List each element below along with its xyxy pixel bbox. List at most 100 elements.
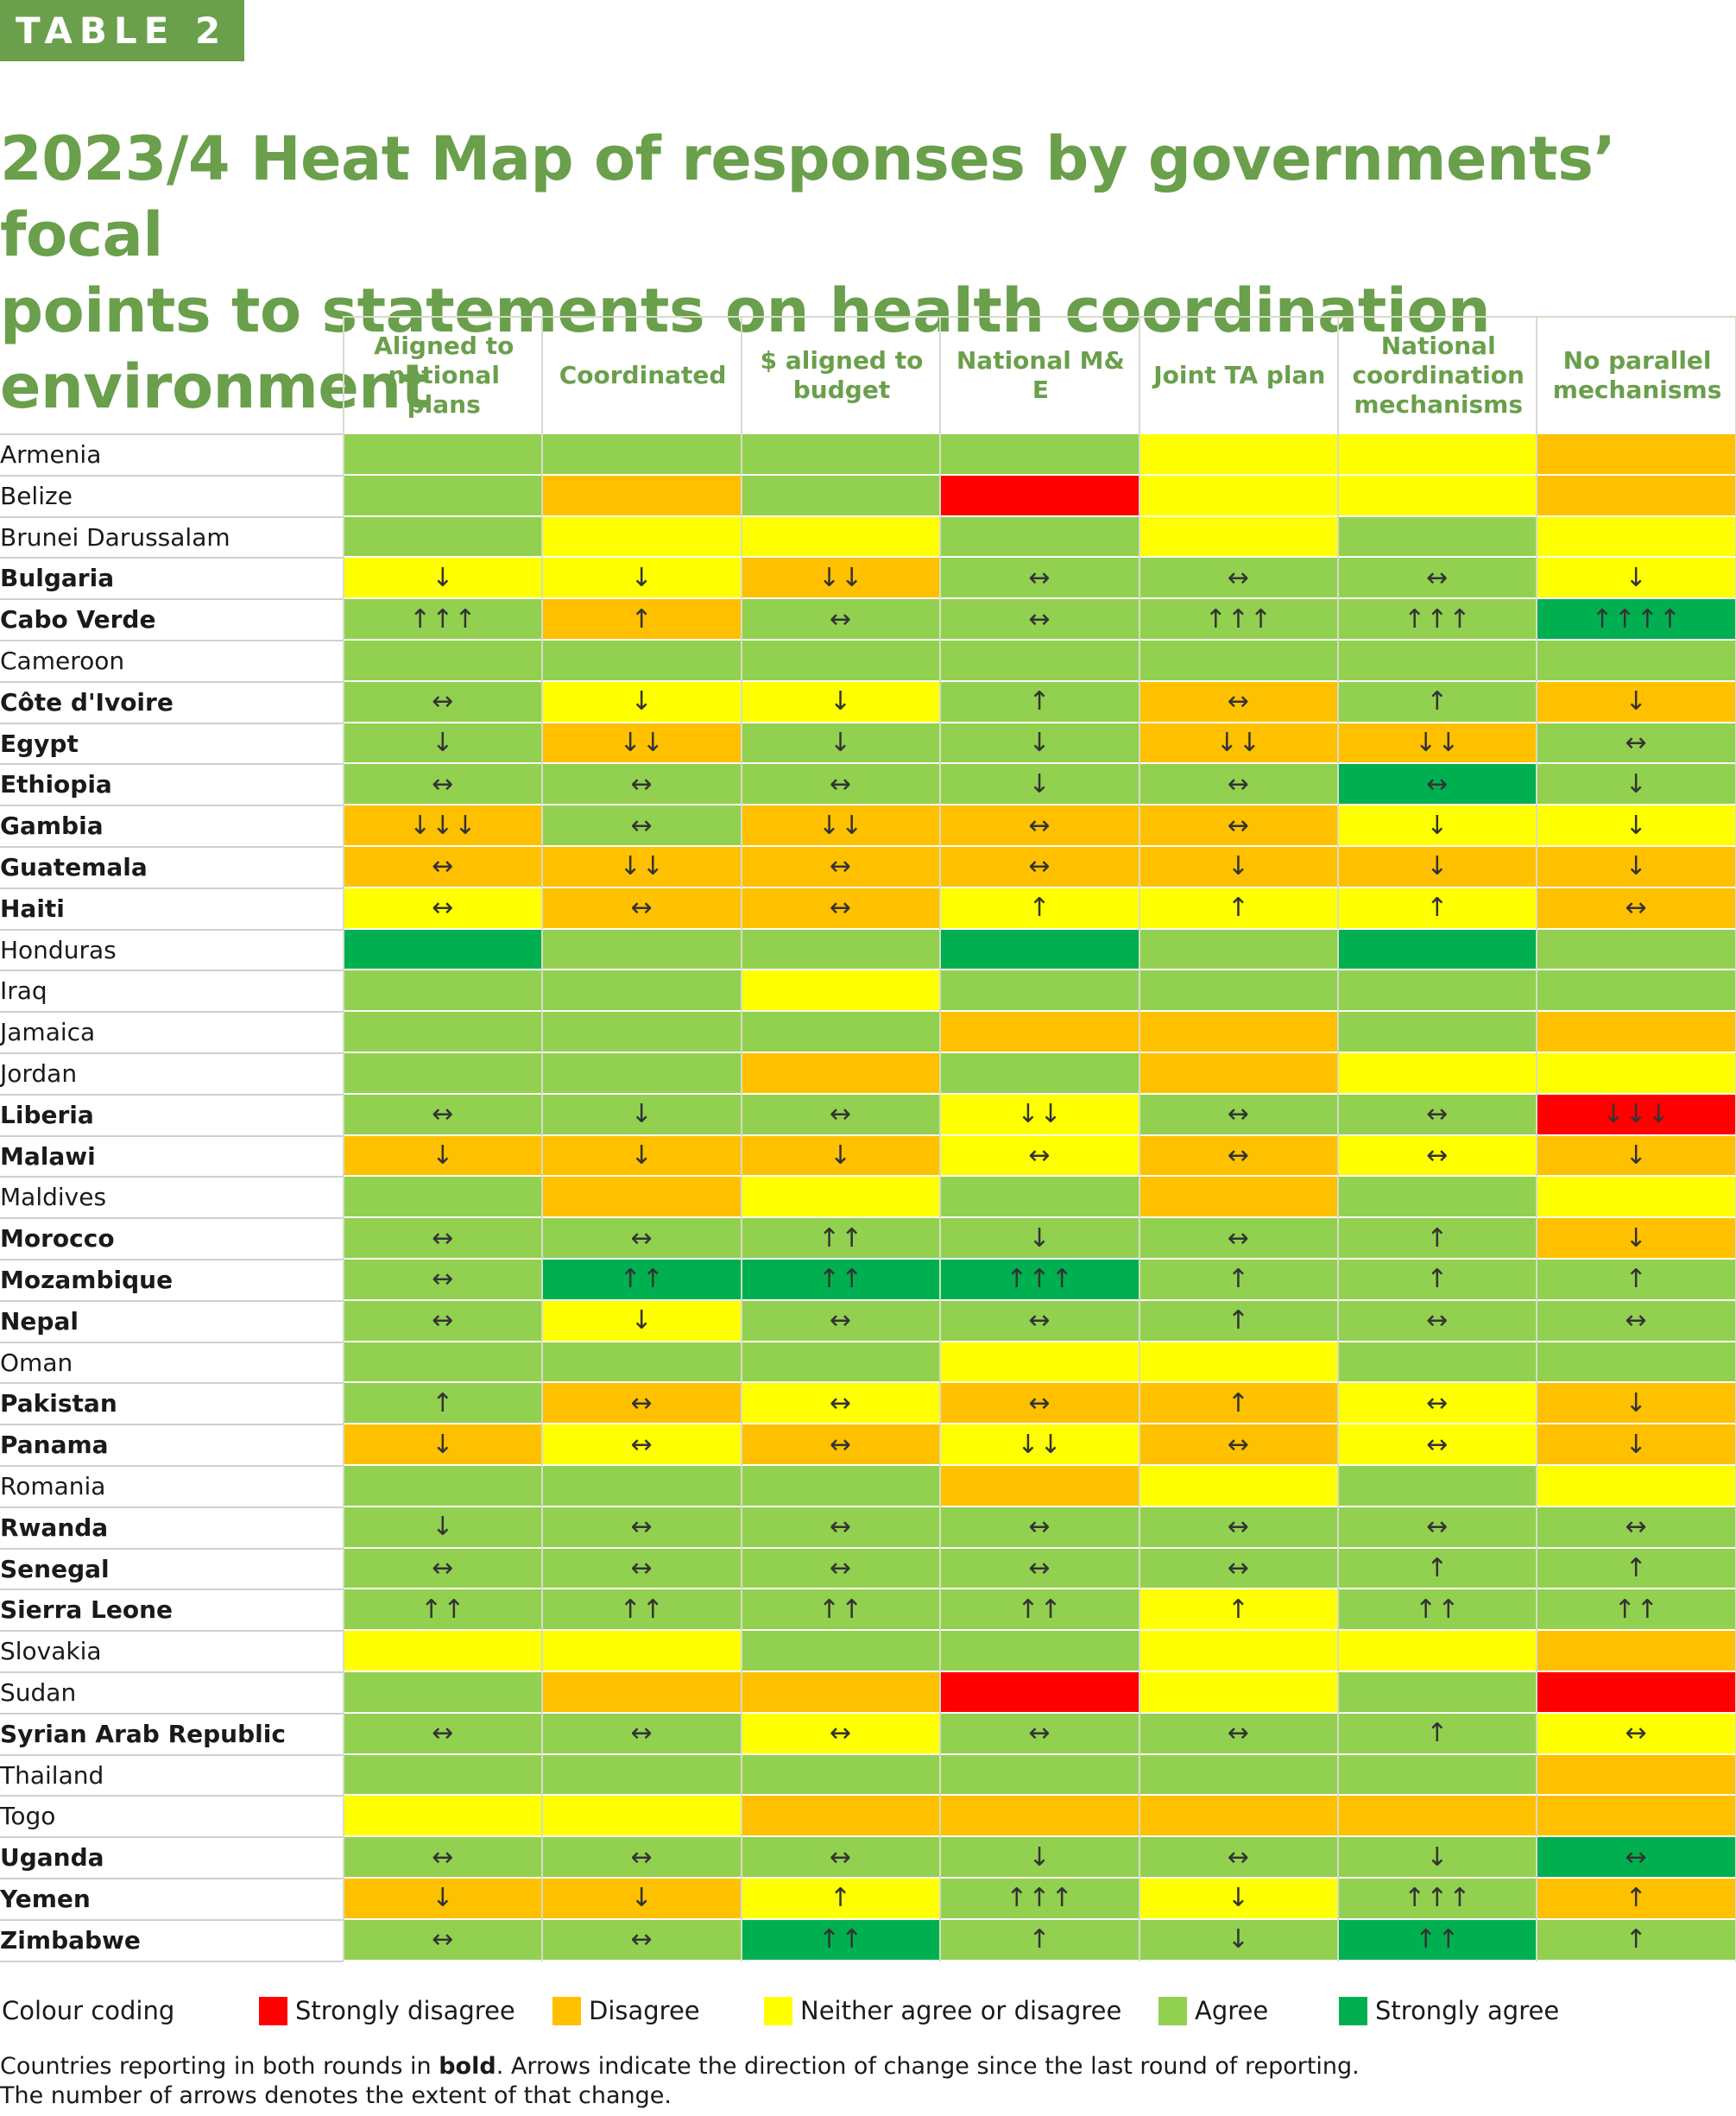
heatmap-cell: ↔ bbox=[543, 887, 741, 928]
change-arrow: ↑ bbox=[1625, 1264, 1648, 1295]
change-arrow: ↔ bbox=[1227, 1140, 1250, 1171]
heatmap-cell bbox=[543, 1012, 741, 1052]
change-arrow: ↔ bbox=[1028, 1512, 1051, 1543]
heatmap-cell: ↓ bbox=[1339, 805, 1537, 845]
heatmap-cell bbox=[1339, 1796, 1537, 1836]
footnote-bold: bold bbox=[439, 2053, 496, 2080]
heatmap-cell: ↔ bbox=[742, 887, 940, 928]
heatmap-cell: ↓ bbox=[1339, 847, 1537, 887]
heatmap-cell: ↓ bbox=[344, 723, 542, 763]
heatmap-cell bbox=[941, 1012, 1139, 1052]
heatmap-cell: ↔ bbox=[941, 805, 1139, 845]
heatmap-cell: ↑↑↑ bbox=[1139, 599, 1337, 639]
heatmap-cell bbox=[941, 1796, 1139, 1836]
column-header: Joint TA plan bbox=[1153, 360, 1326, 389]
change-arrow: ↓ bbox=[829, 727, 853, 758]
heatmap-cell: ↔ bbox=[1139, 1506, 1337, 1547]
column-separator bbox=[740, 316, 742, 1961]
change-arrow: ↓ bbox=[1028, 1222, 1051, 1254]
change-arrow: ↑ bbox=[1426, 1264, 1449, 1295]
change-arrow: ↑ bbox=[1426, 686, 1449, 717]
heatmap-cell: ↔ bbox=[1139, 681, 1337, 722]
row-rule bbox=[0, 805, 343, 807]
row-rule bbox=[0, 1259, 343, 1260]
change-arrow: ↓ bbox=[630, 1099, 653, 1130]
row-rule bbox=[0, 1795, 343, 1797]
change-arrow: ↑↑ bbox=[1017, 1594, 1063, 1625]
heatmap-cell bbox=[742, 1053, 940, 1093]
change-arrow: ↔ bbox=[829, 1099, 853, 1130]
heatmap-cell bbox=[1139, 1177, 1337, 1217]
country-label: Belize bbox=[0, 481, 73, 510]
column-separator bbox=[939, 316, 942, 1961]
heatmap-cell bbox=[941, 641, 1139, 680]
header-top-rule bbox=[343, 316, 1736, 318]
change-arrow: ↑ bbox=[1426, 1718, 1449, 1749]
change-arrow: ↔ bbox=[1028, 1387, 1051, 1418]
heatmap-cell bbox=[742, 1466, 940, 1506]
column-header: Aligned to national plans bbox=[374, 331, 514, 419]
heatmap-cell: ↑↑ bbox=[1339, 1589, 1537, 1630]
title-line-2: points to statements on health coordinat… bbox=[0, 275, 1491, 422]
legend-title: Colour coding bbox=[2, 1996, 175, 2025]
heatmap-cell: ↔ bbox=[941, 1135, 1139, 1176]
heatmap-cell bbox=[1139, 1466, 1337, 1506]
heatmap-cell bbox=[543, 1672, 741, 1712]
change-arrow: ↑ bbox=[630, 603, 653, 635]
heatmap-cell bbox=[1139, 641, 1337, 680]
heatmap-cell: ↓ bbox=[344, 558, 542, 598]
heatmap-cell: ↓↓ bbox=[1139, 723, 1337, 763]
heatmap-cell: ↔ bbox=[742, 764, 940, 805]
row-rule bbox=[0, 1712, 343, 1715]
column-header: $ aligned to budget bbox=[760, 345, 924, 404]
heatmap-cell: ↔ bbox=[344, 1713, 542, 1753]
heatmap-cell: ↔ bbox=[543, 805, 741, 845]
change-arrow: ↓ bbox=[1227, 851, 1250, 882]
country-label: Nepal bbox=[0, 1306, 79, 1336]
heatmap-cell: ↓ bbox=[1139, 1919, 1337, 1960]
heatmap-cell: ↔ bbox=[543, 764, 741, 805]
country-label: Senegal bbox=[0, 1554, 110, 1583]
row-rule bbox=[0, 1134, 343, 1137]
change-arrow: ↓ bbox=[1625, 562, 1648, 593]
change-arrow: ↓ bbox=[1625, 1387, 1648, 1418]
heatmap-cell: ↑↑↑ bbox=[1339, 1879, 1537, 1918]
heatmap-cell: ↓ bbox=[941, 723, 1139, 763]
heatmap-cell bbox=[344, 1342, 542, 1382]
row-rule bbox=[0, 846, 343, 848]
change-arrow: ↑↑ bbox=[1415, 1924, 1461, 1955]
row-rule bbox=[0, 1093, 343, 1096]
heatmap-cell: ↑↑ bbox=[1537, 1589, 1735, 1630]
heatmap-cell: ↔ bbox=[344, 1837, 542, 1877]
change-arrow: ↔ bbox=[1028, 562, 1051, 593]
change-arrow: ↓↓ bbox=[817, 562, 864, 593]
change-arrow: ↓↓ bbox=[619, 727, 665, 758]
heatmap-cell: ↔ bbox=[742, 1837, 940, 1877]
change-arrow: ↓↓ bbox=[619, 851, 665, 882]
heatmap-cell bbox=[344, 1053, 542, 1093]
change-arrow: ↔ bbox=[630, 1512, 653, 1543]
heatmap-cell bbox=[1339, 1631, 1537, 1671]
change-arrow: ↓ bbox=[1426, 851, 1449, 882]
heatmap-cell: ↓ bbox=[1537, 558, 1735, 598]
change-arrow: ↑ bbox=[1028, 686, 1051, 717]
change-arrow: ↔ bbox=[1625, 1718, 1648, 1749]
row-rule bbox=[0, 1630, 343, 1633]
heatmap-cell: ↔ bbox=[1139, 1837, 1337, 1877]
change-arrow: ↓ bbox=[1028, 768, 1051, 799]
heatmap-cell: ↔ bbox=[543, 1919, 741, 1960]
change-arrow: ↓ bbox=[432, 1512, 455, 1543]
heatmap-cell: ↔ bbox=[344, 681, 542, 722]
heatmap-cell: ↓↓ bbox=[742, 805, 940, 845]
heatmap-cell: ↔ bbox=[1339, 1383, 1537, 1424]
heatmap-cell: ↓↓ bbox=[742, 558, 940, 598]
country-label: Pakistan bbox=[0, 1389, 117, 1418]
country-label: Ethiopia bbox=[0, 770, 112, 799]
row-rule bbox=[0, 640, 343, 641]
heatmap-cell: ↔ bbox=[1139, 1548, 1337, 1589]
heatmap-cell: ↔ bbox=[742, 1094, 940, 1134]
heatmap-cell bbox=[742, 1342, 940, 1382]
heatmap-cell: ↓ bbox=[543, 681, 741, 722]
country-label: Jordan bbox=[0, 1059, 78, 1088]
heatmap-cell: ↑ bbox=[1339, 681, 1537, 722]
